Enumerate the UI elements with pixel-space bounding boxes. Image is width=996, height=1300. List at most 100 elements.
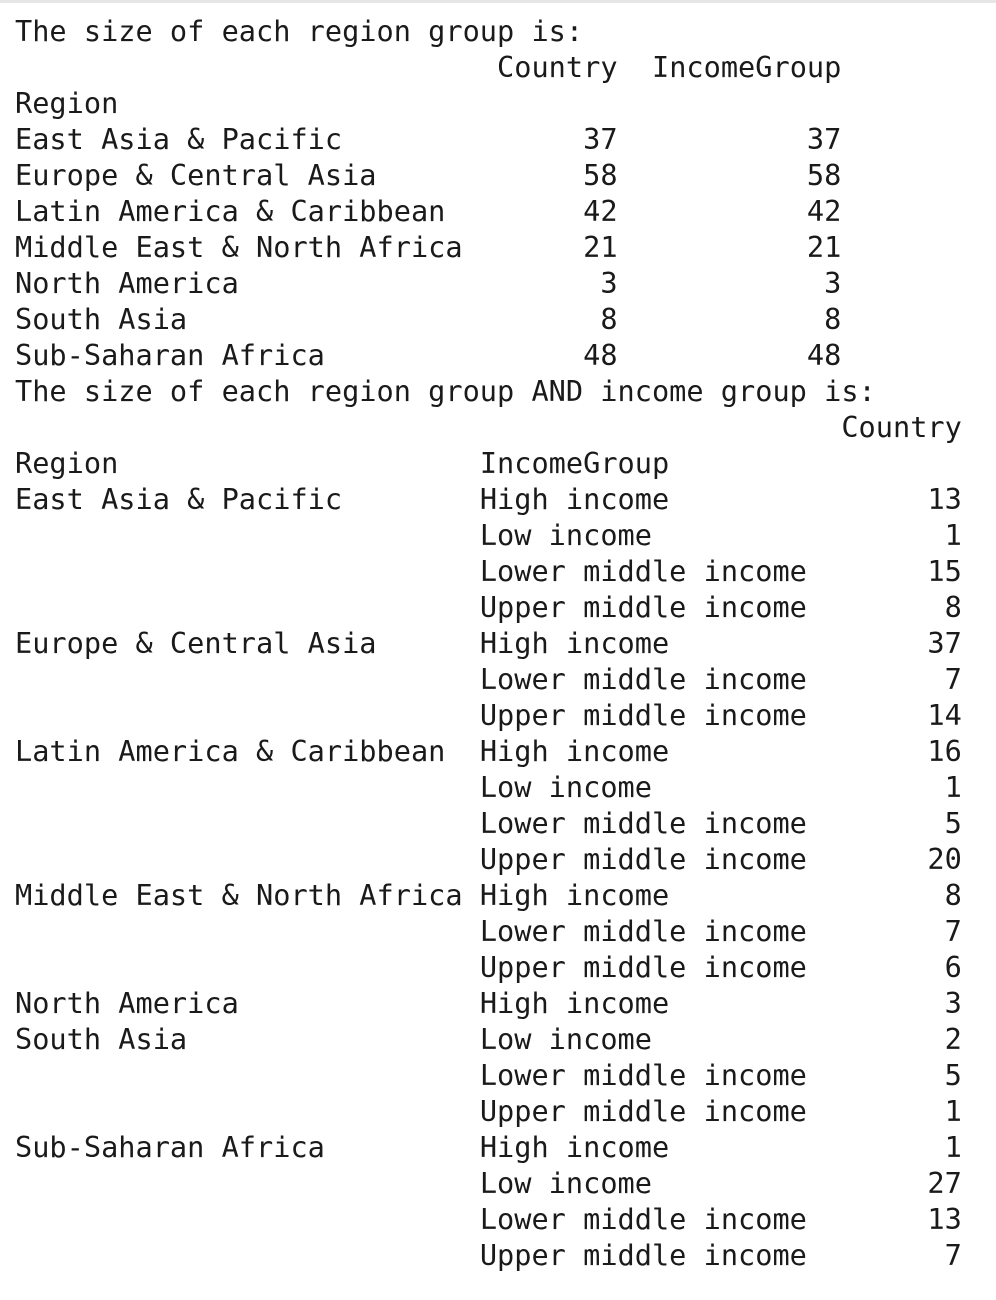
country-count: 37 <box>927 626 962 660</box>
spacer <box>377 158 584 192</box>
spacer <box>187 302 600 336</box>
table2-row: Upper middle income 14 <box>15 698 962 732</box>
income-group-label: Upper middle income <box>479 698 807 732</box>
income-group-label: Lower middle income <box>479 1202 807 1236</box>
spacer <box>325 338 583 372</box>
incomegroup-count: 42 <box>806 194 842 228</box>
income-group-label: High income <box>479 986 670 1020</box>
spacer <box>652 1022 945 1056</box>
table1-row: North America 3 3 <box>15 266 841 300</box>
income-group-label: High income <box>479 626 670 660</box>
column-header-country: Country <box>497 50 618 84</box>
table2-row: Latin America & Caribbean High income 16 <box>15 734 962 768</box>
region-label: Middle East & North Africa <box>15 878 463 912</box>
income-group-label: Lower middle income <box>479 1058 807 1092</box>
incomegroup-count: 37 <box>806 122 842 156</box>
income-group-label: Low income <box>479 1166 652 1200</box>
spacer <box>325 1130 480 1164</box>
table2-row: Sub-Saharan Africa High income 1 <box>15 1130 962 1164</box>
index-name-region: Region <box>15 446 119 480</box>
spacer <box>239 986 480 1020</box>
income-group-label: High income <box>479 878 670 912</box>
table1-column-header: Country IncomeGroup <box>15 50 841 84</box>
income-group-label: Lower middle income <box>479 554 807 588</box>
table1-row: Latin America & Caribbean 42 42 <box>15 194 841 228</box>
table2-row: Lower middle income 5 <box>15 1058 962 1092</box>
spacer <box>445 194 583 228</box>
country-count: 37 <box>583 122 618 156</box>
region-label: North America <box>15 986 239 1020</box>
country-count: 14 <box>927 698 962 732</box>
table2-row: Upper middle income 8 <box>15 590 962 624</box>
country-count: 6 <box>944 950 962 984</box>
region-label: Latin America & Caribbean <box>15 734 446 768</box>
spacer <box>669 986 944 1020</box>
region-label: Latin America & Caribbean <box>15 194 446 228</box>
spacer <box>15 518 480 552</box>
income-group-label: Low income <box>479 770 652 804</box>
income-group-label: Upper middle income <box>479 950 807 984</box>
region-label: Sub-Saharan Africa <box>15 338 325 372</box>
spacer <box>669 734 927 768</box>
region-label: South Asia <box>15 302 188 336</box>
spacer <box>118 446 480 480</box>
spacer <box>807 1094 945 1128</box>
spacer <box>618 122 807 156</box>
incomegroup-count: 48 <box>806 338 842 372</box>
country-count: 1 <box>944 1130 962 1164</box>
spacer <box>15 410 841 444</box>
income-group-label: Upper middle income <box>479 842 807 876</box>
table1-row: Middle East & North Africa 21 21 <box>15 230 841 264</box>
country-count: 58 <box>583 158 618 192</box>
spacer <box>652 770 945 804</box>
income-group-label: High income <box>479 482 670 516</box>
spacer <box>15 662 480 696</box>
spacer <box>15 842 480 876</box>
table2-row: Low income 27 <box>15 1166 962 1200</box>
incomegroup-count: 58 <box>806 158 842 192</box>
incomegroup-count: 3 <box>824 266 842 300</box>
spacer <box>618 230 807 264</box>
table2-row: Lower middle income 5 <box>15 806 962 840</box>
spacer <box>652 1166 927 1200</box>
spacer <box>15 1166 480 1200</box>
spacer <box>807 806 945 840</box>
spacer <box>669 878 944 912</box>
country-count: 7 <box>944 914 962 948</box>
spacer <box>807 554 928 588</box>
table2-row: Upper middle income 6 <box>15 950 962 984</box>
spacer <box>807 950 945 984</box>
region-label: East Asia & Pacific <box>15 482 343 516</box>
spacer <box>15 1094 480 1128</box>
table2-row: Europe & Central Asia High income 37 <box>15 626 962 660</box>
spacer <box>463 878 480 912</box>
country-count: 3 <box>600 266 618 300</box>
spacer <box>445 734 479 768</box>
income-group-label: Upper middle income <box>479 1238 807 1272</box>
country-count: 5 <box>944 1058 962 1092</box>
spacer <box>618 50 652 84</box>
region-label: South Asia <box>15 1022 188 1056</box>
table2-row: North America High income 3 <box>15 986 962 1020</box>
region-label: East Asia & Pacific <box>15 122 343 156</box>
table2-row: Upper middle income 20 <box>15 842 962 876</box>
spacer <box>618 338 807 372</box>
table1-row: East Asia & Pacific 37 37 <box>15 122 841 156</box>
country-count: 7 <box>944 1238 962 1272</box>
income-group-label: Low income <box>479 1022 652 1056</box>
index-name-incomegroup: IncomeGroup <box>479 446 670 480</box>
spacer <box>15 554 480 588</box>
table1-index-header: Region <box>15 86 118 120</box>
spacer <box>618 194 807 228</box>
country-count: 5 <box>944 806 962 840</box>
spacer <box>807 590 945 624</box>
table2-row: Upper middle income 1 <box>15 1094 962 1128</box>
spacer <box>618 302 825 336</box>
spacer <box>15 698 480 732</box>
header-text: The size of each region group is: <box>15 14 584 48</box>
country-count: 27 <box>927 1166 962 1200</box>
header-text: The size of each region group AND income… <box>15 374 876 408</box>
region-label: Europe & Central Asia <box>15 158 377 192</box>
spacer <box>15 590 480 624</box>
country-count: 13 <box>927 482 962 516</box>
